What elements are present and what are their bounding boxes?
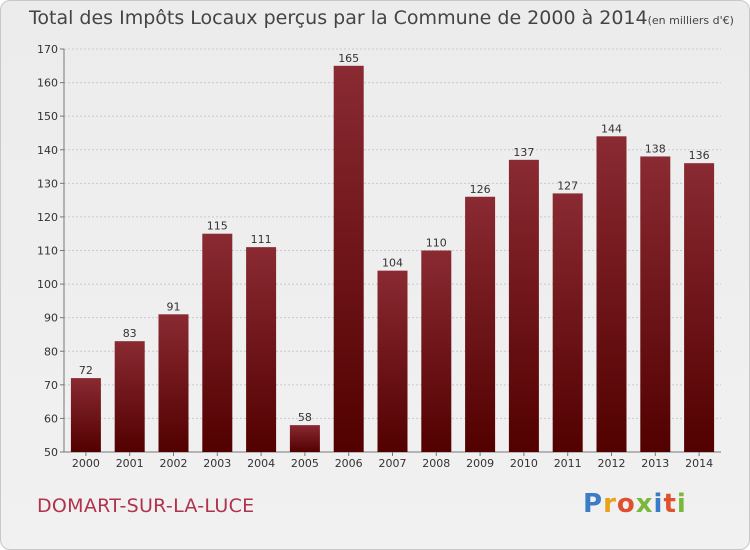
y-tick-label: 60 [44,412,58,425]
x-tick-label-2012: 2012 [598,457,626,470]
logo-letter: r [603,489,617,519]
value-label-2011: 127 [557,179,578,192]
bar-2007 [377,270,408,452]
bar-2005 [289,425,320,452]
x-tick-label-2009: 2009 [466,457,494,470]
value-label-2007: 104 [382,257,403,270]
logo-letter: t [663,489,677,519]
logo-letter: P [583,489,604,519]
chart-title: Total des Impôts Locaux perçus par la Co… [29,7,734,29]
x-tick-label-2003: 2003 [203,457,231,470]
bar-2003 [202,233,233,452]
x-tick-label-2008: 2008 [422,457,450,470]
bar-2006 [333,65,364,453]
logo-letter: i [676,489,687,519]
y-tick-label: 120 [37,211,58,224]
bar-2010 [508,159,539,452]
bar-2009 [465,196,496,452]
y-tick-label: 140 [37,144,58,157]
value-label-2008: 110 [426,237,447,250]
x-tick-label-2001: 2001 [116,457,144,470]
value-label-2006: 165 [338,52,359,65]
bar-2002 [158,314,189,452]
chart-title-text: Total des Impôts Locaux perçus par la Co… [29,7,648,29]
y-tick-label: 160 [37,77,58,90]
value-label-2009: 126 [470,183,491,196]
bar-2011 [552,193,583,453]
commune-name: DOMART-SUR-LA-LUCE [37,495,255,517]
y-tick-label: 130 [37,177,58,190]
y-tick-label: 90 [44,312,58,325]
bar-2004 [246,247,277,452]
value-label-2014: 136 [689,149,710,162]
x-tick-label-2005: 2005 [291,457,319,470]
x-tick-label-2014: 2014 [685,457,713,470]
x-tick-label-2013: 2013 [641,457,669,470]
x-tick-label-2004: 2004 [247,457,275,470]
y-tick-label: 100 [37,278,58,291]
bar-2008 [421,250,452,452]
value-label-2010: 137 [513,146,534,159]
bar-2014 [684,163,715,452]
value-label-2003: 115 [207,220,228,233]
proxiti-logo: Proxiti [583,489,687,519]
value-label-2004: 111 [251,233,272,246]
value-label-2005: 58 [298,411,312,424]
x-tick-label-2010: 2010 [510,457,538,470]
x-tick-label-2000: 2000 [72,457,100,470]
y-tick-label: 50 [44,446,58,459]
y-tick-label: 70 [44,379,58,392]
bar-2012 [596,136,627,453]
y-tick-label: 110 [37,245,58,258]
y-tick-label: 150 [37,110,58,123]
logo-letter: i [653,489,664,519]
value-label-2000: 72 [79,364,93,377]
x-tick-label-2011: 2011 [554,457,582,470]
value-label-2013: 138 [645,142,666,155]
chart-unit: (en milliers d'€) [647,14,734,27]
x-tick-label-2007: 2007 [379,457,407,470]
value-label-2002: 91 [167,300,181,313]
value-label-2001: 83 [123,327,137,340]
value-label-2012: 144 [601,122,622,135]
x-tick-label-2002: 2002 [160,457,188,470]
bar-2001 [114,341,145,452]
logo-letter: o [616,489,636,519]
bar-2013 [640,156,671,452]
logo-letter: x [635,489,654,519]
bar-2000 [70,378,101,452]
y-tick-label: 170 [37,43,58,56]
x-tick-label-2006: 2006 [335,457,363,470]
y-tick-label: 80 [44,345,58,358]
